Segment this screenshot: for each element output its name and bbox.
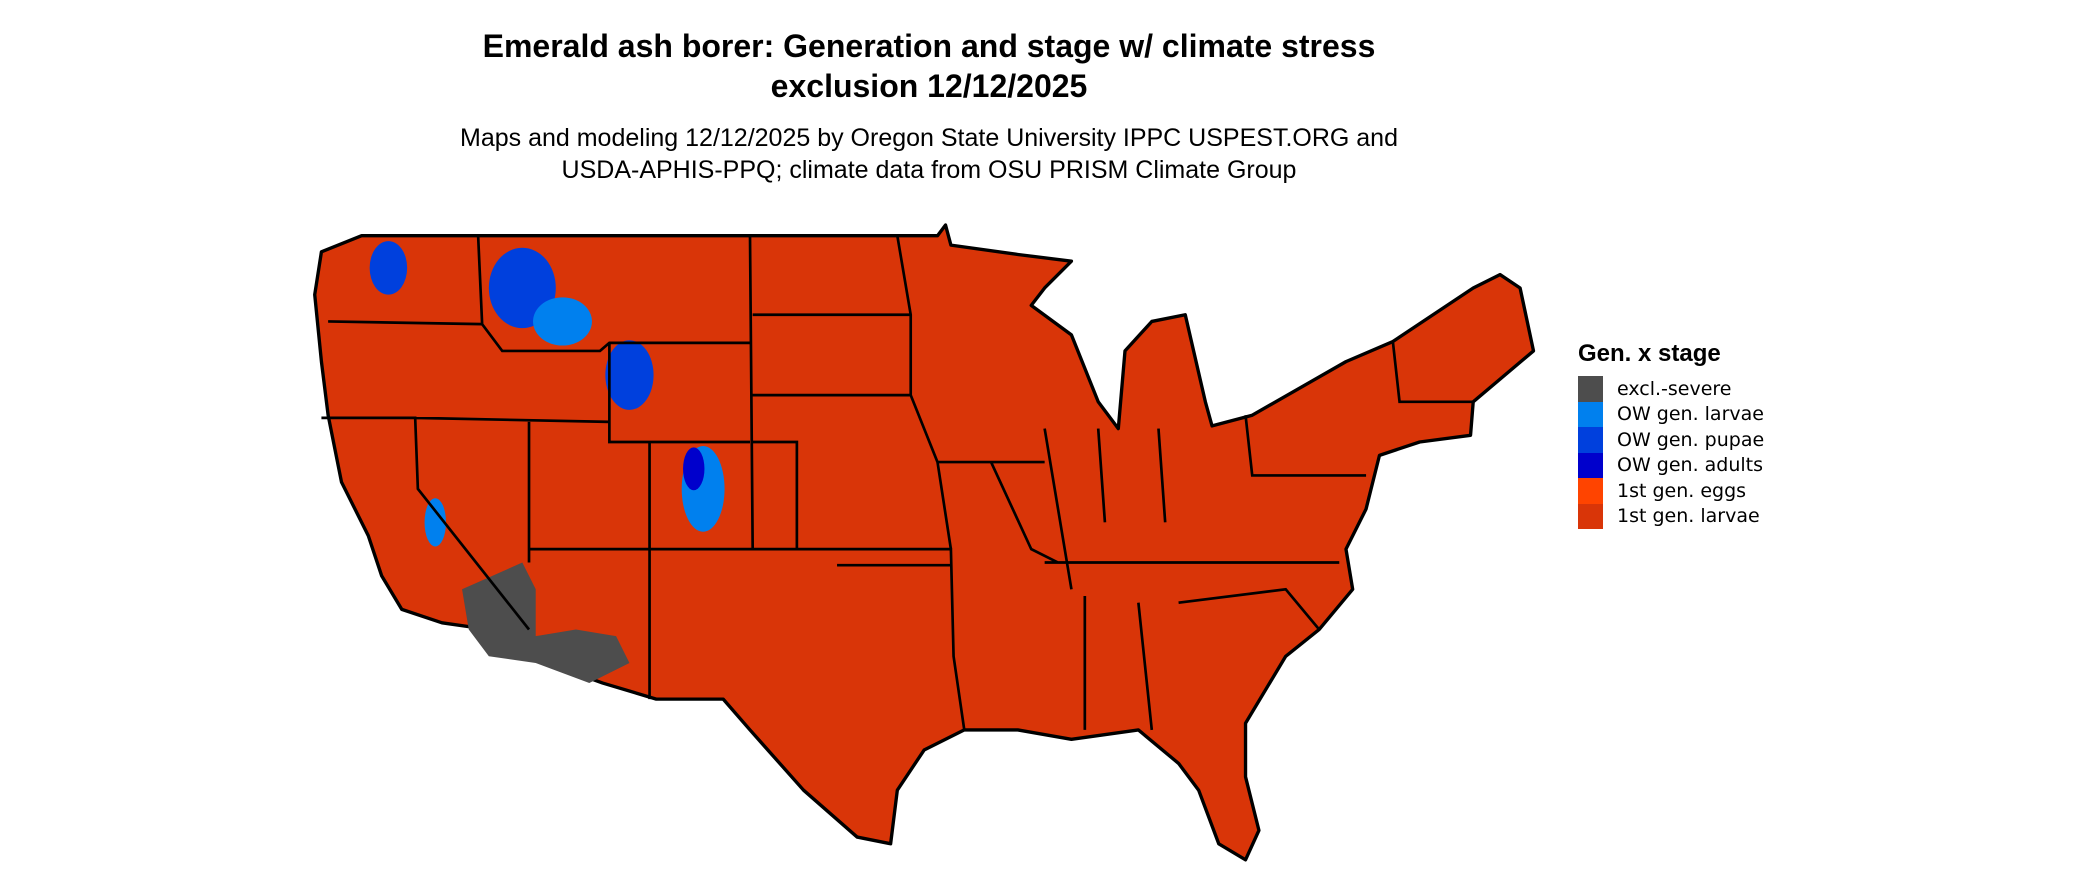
legend-swatch <box>1578 401 1603 427</box>
map-subtitle-line-2: USDA-APHIS-PPQ; climate data from OSU PR… <box>561 156 1297 184</box>
legend-swatch <box>1578 503 1603 529</box>
legend: Gen. x stage excl.-severe OW gen. larvae O… <box>1578 340 1764 529</box>
ow-generation-areas <box>369 241 725 547</box>
legend-item: OW gen. adults <box>1578 452 1764 478</box>
legend-item: 1st gen. eggs <box>1578 478 1764 504</box>
excl-severe-area <box>462 562 630 684</box>
legend-label: OW gen. pupae <box>1617 428 1765 451</box>
legend-swatch <box>1578 376 1603 402</box>
legend-item: 1st gen. larvae <box>1578 503 1764 529</box>
legend-label: 1st gen. eggs <box>1617 479 1747 502</box>
legend-title: Gen. x stage <box>1578 340 1721 367</box>
legend-swatch <box>1578 478 1603 504</box>
legend-item: OW gen. larvae <box>1578 401 1764 427</box>
map-title-line-1: Emerald ash borer: Generation and stage … <box>482 28 1376 64</box>
state-borders <box>321 235 1474 731</box>
legend-label: 1st gen. larvae <box>1617 505 1760 528</box>
us-outline <box>313 223 1536 862</box>
legend-swatch <box>1578 427 1603 453</box>
legend-label: excl.-severe <box>1617 377 1732 400</box>
legend-label: OW gen. larvae <box>1617 403 1764 426</box>
legend-item: OW gen. pupae <box>1578 427 1764 453</box>
legend-swatch <box>1578 452 1603 478</box>
legend-label: OW gen. adults <box>1617 454 1764 477</box>
map-subtitle-line-1: Maps and modeling 12/12/2025 by Oregon S… <box>460 124 1398 152</box>
map-title-line-2: exclusion 12/12/2025 <box>770 68 1088 104</box>
legend-item: excl.-severe <box>1578 376 1764 402</box>
